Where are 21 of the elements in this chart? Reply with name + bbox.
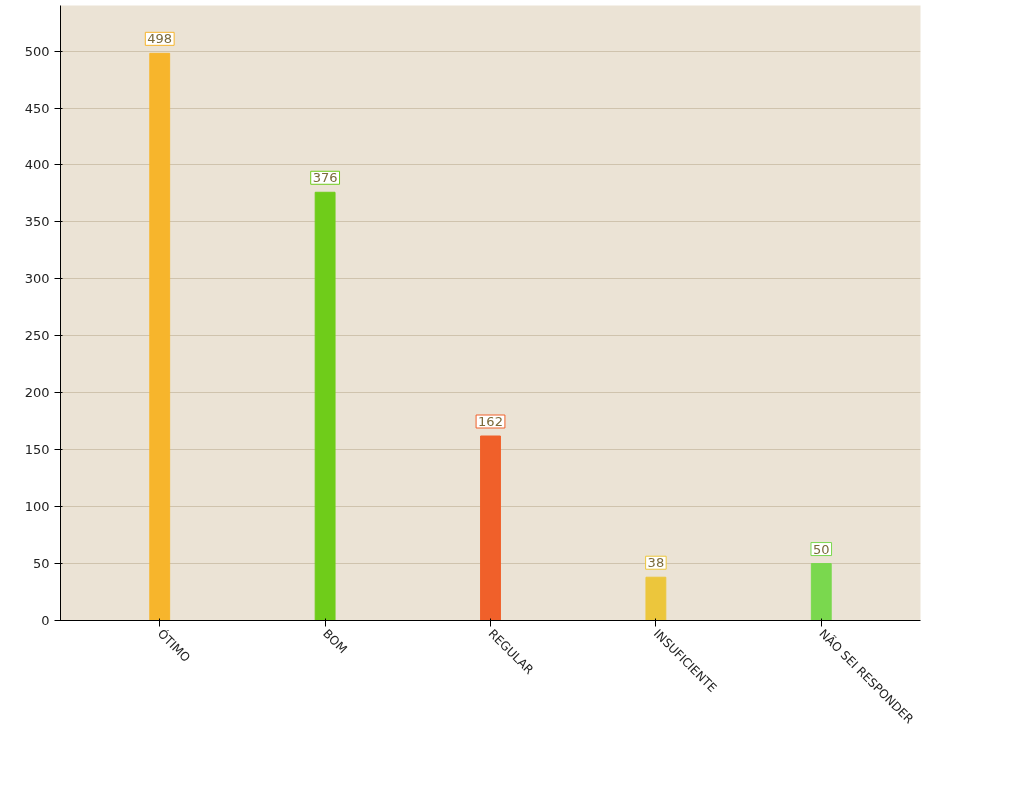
bar <box>645 576 667 621</box>
y-tick-label: 200 <box>24 385 50 401</box>
data-label: 376 <box>312 170 338 186</box>
bar <box>314 191 336 621</box>
y-tick-label: 350 <box>24 214 50 230</box>
y-tick-label: 50 <box>32 556 50 572</box>
y-tick-label: 400 <box>24 157 50 173</box>
y-tick-label: 450 <box>24 100 50 116</box>
y-tick-label: 300 <box>24 271 50 287</box>
data-label: 50 <box>813 541 830 557</box>
bar <box>149 52 171 621</box>
y-tick-label: 0 <box>41 613 50 628</box>
y-tick-label: 100 <box>24 499 50 515</box>
bar <box>810 563 832 621</box>
data-label: 498 <box>147 31 173 47</box>
data-label: 38 <box>647 555 665 571</box>
y-tick-label: 500 <box>24 43 50 59</box>
bar <box>480 435 501 621</box>
y-tick-label: 150 <box>24 442 50 458</box>
y-tick-label: 250 <box>24 328 50 344</box>
data-label: 162 <box>478 414 503 429</box>
